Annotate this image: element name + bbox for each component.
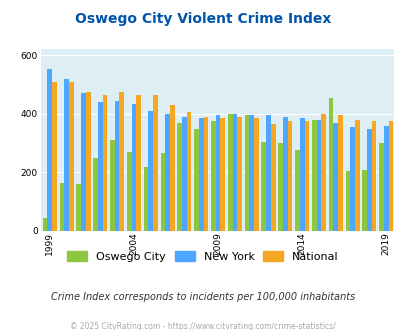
Bar — [69, 82, 74, 231]
Bar — [277, 143, 282, 231]
Bar — [333, 123, 337, 231]
Bar — [249, 115, 254, 231]
Bar — [350, 127, 354, 231]
Bar — [127, 152, 131, 231]
Bar — [215, 115, 220, 231]
Bar — [203, 117, 208, 231]
Bar — [170, 105, 174, 231]
Bar — [60, 183, 64, 231]
Bar — [52, 82, 57, 231]
Bar — [383, 126, 388, 231]
Bar — [143, 167, 148, 231]
Bar — [266, 115, 270, 231]
Bar — [43, 218, 47, 231]
Bar — [371, 121, 375, 231]
Bar — [244, 115, 249, 231]
Bar — [304, 121, 309, 231]
Bar — [160, 153, 165, 231]
Bar — [64, 79, 69, 231]
Bar — [153, 95, 158, 231]
Bar — [320, 114, 325, 231]
Bar — [220, 118, 224, 231]
Bar — [311, 120, 316, 231]
Bar — [131, 104, 136, 231]
Bar — [85, 92, 90, 231]
Bar — [181, 117, 186, 231]
Bar — [115, 101, 119, 231]
Text: Oswego City Violent Crime Index: Oswego City Violent Crime Index — [75, 12, 330, 25]
Bar — [299, 118, 304, 231]
Bar — [354, 120, 359, 231]
Bar — [328, 98, 333, 231]
Bar — [47, 69, 52, 231]
Bar — [81, 93, 85, 231]
Bar — [136, 95, 141, 231]
Bar — [93, 158, 98, 231]
Bar — [76, 184, 81, 231]
Bar — [98, 102, 102, 231]
Text: Crime Index corresponds to incidents per 100,000 inhabitants: Crime Index corresponds to incidents per… — [51, 292, 354, 302]
Bar — [148, 111, 153, 231]
Bar — [232, 114, 237, 231]
Bar — [110, 140, 115, 231]
Bar — [287, 121, 292, 231]
Bar — [337, 115, 342, 231]
Bar — [366, 129, 371, 231]
Bar — [119, 92, 124, 231]
Bar — [211, 121, 215, 231]
Bar — [237, 117, 241, 231]
Bar — [270, 124, 275, 231]
Bar — [378, 143, 383, 231]
Bar — [198, 118, 203, 231]
Bar — [294, 150, 299, 231]
Bar — [186, 113, 191, 231]
Bar — [227, 114, 232, 231]
Bar — [316, 120, 320, 231]
Bar — [345, 171, 350, 231]
Bar — [254, 118, 258, 231]
Bar — [362, 170, 366, 231]
Bar — [177, 123, 181, 231]
Bar — [261, 142, 266, 231]
Bar — [388, 121, 392, 231]
Bar — [165, 114, 170, 231]
Bar — [282, 117, 287, 231]
Bar — [102, 95, 107, 231]
Legend: Oswego City, New York, National: Oswego City, New York, National — [62, 247, 343, 267]
Text: © 2025 CityRating.com - https://www.cityrating.com/crime-statistics/: © 2025 CityRating.com - https://www.city… — [70, 322, 335, 330]
Bar — [194, 129, 198, 231]
